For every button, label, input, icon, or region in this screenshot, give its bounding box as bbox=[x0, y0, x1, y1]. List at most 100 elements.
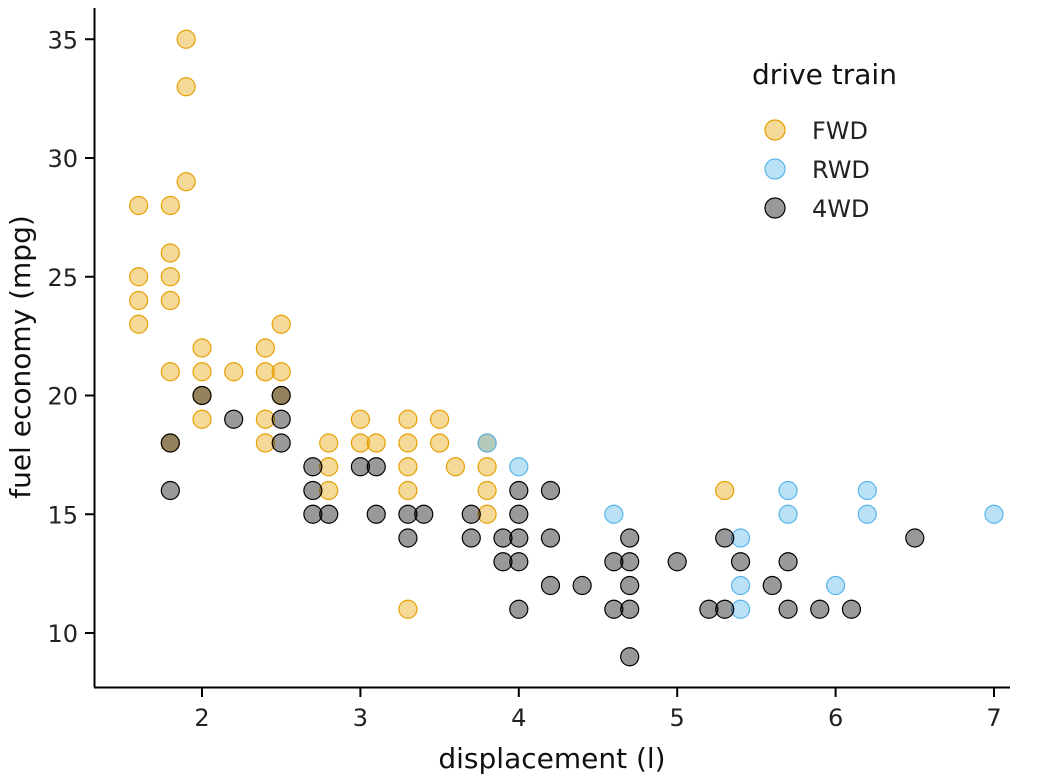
point-4wd bbox=[160, 480, 180, 501]
point-4wd bbox=[271, 409, 291, 429]
x-tick-label: 7 bbox=[986, 704, 1001, 732]
point-fwd bbox=[366, 433, 386, 453]
legend-key-fwd bbox=[764, 119, 786, 141]
point-fwd bbox=[176, 172, 196, 192]
point-4wd bbox=[604, 552, 624, 572]
point-rwd bbox=[857, 480, 877, 501]
point-4wd bbox=[620, 528, 640, 548]
y-tick-label: 10 bbox=[47, 620, 78, 648]
point-fwd bbox=[350, 409, 370, 429]
point-fwd bbox=[445, 457, 466, 477]
point-fwd bbox=[255, 362, 275, 382]
point-4wd bbox=[319, 504, 339, 524]
point-4wd bbox=[810, 599, 830, 619]
point-4wd bbox=[398, 504, 418, 524]
point-4wd bbox=[509, 528, 529, 548]
point-4wd bbox=[540, 528, 561, 548]
point-4wd bbox=[620, 599, 640, 619]
point-fwd bbox=[477, 457, 497, 477]
point-4wd bbox=[160, 433, 180, 453]
point-4wd bbox=[350, 457, 370, 477]
point-4wd bbox=[620, 552, 640, 572]
point-4wd bbox=[841, 599, 862, 619]
point-fwd bbox=[129, 267, 149, 287]
legend-items: FWD RWD 4WD bbox=[764, 117, 870, 223]
point-fwd bbox=[255, 338, 275, 358]
point-fwd bbox=[160, 243, 180, 263]
point-fwd bbox=[176, 77, 196, 97]
point-rwd bbox=[509, 457, 529, 477]
point-4wd bbox=[271, 385, 291, 406]
point-rwd bbox=[984, 504, 1004, 524]
y-tick-label: 35 bbox=[47, 26, 78, 54]
point-rwd bbox=[778, 480, 798, 501]
point-fwd bbox=[477, 504, 497, 524]
y-tick-label: 25 bbox=[47, 264, 78, 292]
point-fwd bbox=[398, 480, 418, 501]
y-tick-label: 30 bbox=[47, 145, 78, 173]
point-4wd bbox=[715, 599, 735, 619]
x-axis-title: displacement (l) bbox=[438, 742, 665, 775]
point-fwd bbox=[350, 433, 370, 453]
point-fwd bbox=[224, 362, 244, 382]
y-axis-title: fuel economy (mpg) bbox=[4, 215, 37, 499]
point-rwd bbox=[825, 575, 846, 596]
point-4wd bbox=[271, 433, 291, 453]
x-tick-label: 6 bbox=[828, 704, 843, 732]
y-tick-label: 15 bbox=[47, 501, 78, 529]
point-fwd bbox=[176, 29, 196, 49]
point-fwd bbox=[398, 599, 418, 619]
point-fwd bbox=[398, 409, 418, 429]
x-tick-label: 5 bbox=[670, 704, 685, 732]
y-ticks: 10 15 20 25 30 35 bbox=[47, 26, 94, 648]
point-4wd bbox=[461, 528, 481, 548]
legend-key-rwd bbox=[764, 158, 786, 180]
point-fwd bbox=[160, 362, 180, 382]
point-rwd bbox=[730, 575, 751, 596]
legend: drive train FWD RWD 4WD bbox=[752, 58, 897, 223]
point-fwd bbox=[319, 433, 339, 453]
point-4wd bbox=[224, 409, 244, 429]
point-fwd bbox=[160, 195, 180, 216]
point-4wd bbox=[192, 385, 212, 406]
point-4wd bbox=[493, 528, 513, 548]
legend-label-rwd: RWD bbox=[812, 156, 870, 184]
point-rwd bbox=[730, 599, 751, 619]
point-rwd bbox=[778, 504, 798, 524]
point-rwd bbox=[477, 433, 497, 453]
point-4wd bbox=[366, 457, 386, 477]
point-rwd bbox=[857, 504, 877, 524]
point-4wd bbox=[540, 575, 561, 596]
point-4wd bbox=[620, 575, 640, 596]
legend-title: drive train bbox=[752, 58, 897, 91]
point-4wd bbox=[303, 480, 323, 501]
x-tick-label: 4 bbox=[511, 704, 526, 732]
point-4wd bbox=[762, 575, 782, 596]
point-fwd bbox=[430, 409, 450, 429]
x-ticks: 2 3 4 5 6 7 bbox=[194, 688, 1002, 732]
point-4wd bbox=[905, 528, 925, 548]
point-fwd bbox=[430, 433, 450, 453]
point-fwd bbox=[398, 457, 418, 477]
point-4wd bbox=[572, 575, 592, 596]
point-4wd bbox=[509, 480, 529, 501]
point-4wd bbox=[778, 552, 798, 572]
x-tick-label: 2 bbox=[194, 704, 209, 732]
point-4wd bbox=[509, 599, 529, 619]
point-4wd bbox=[398, 528, 418, 548]
point-4wd bbox=[699, 599, 719, 619]
point-rwd bbox=[730, 528, 751, 548]
point-4wd bbox=[730, 552, 751, 572]
point-fwd bbox=[192, 338, 212, 358]
point-fwd bbox=[255, 433, 275, 453]
point-4wd bbox=[366, 504, 386, 524]
point-4wd bbox=[778, 599, 798, 619]
point-4wd bbox=[461, 504, 481, 524]
point-4wd bbox=[303, 504, 323, 524]
point-rwd bbox=[604, 504, 624, 524]
point-fwd bbox=[319, 457, 339, 477]
point-fwd bbox=[192, 362, 212, 382]
point-4wd bbox=[540, 480, 561, 501]
point-4wd bbox=[303, 457, 323, 477]
